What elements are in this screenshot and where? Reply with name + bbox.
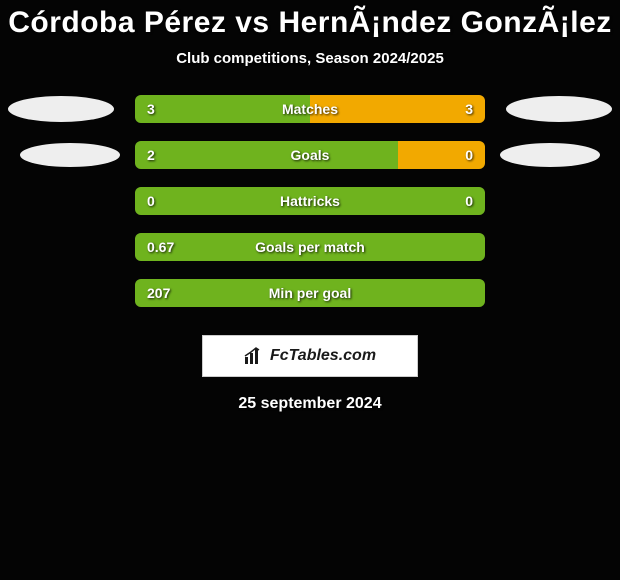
bar-left-value: 0 [147,193,155,209]
bar-track: 2 0 Goals [135,141,485,169]
bar-left-value: 0.67 [147,239,174,255]
bar-track: 0 0 Hattricks [135,187,485,215]
bar-left-value: 207 [147,285,170,301]
bar-right-value: 0 [465,147,473,163]
decor-ellipse [20,143,120,167]
decor-ellipse [8,96,114,122]
bar-right-value: 3 [465,101,473,117]
bar-label: Hattricks [280,193,340,209]
bar-left-value: 3 [147,101,155,117]
stat-row: 2 0 Goals [0,141,620,169]
stat-row: 0 0 Hattricks [0,187,620,215]
bar-label: Goals per match [255,239,365,255]
page-title: Córdoba Pérez vs HernÃ¡ndez GonzÃ¡lez [0,0,620,40]
bar-label: Goals [291,147,330,163]
stat-row: 3 3 Matches [0,95,620,123]
bar-label: Min per goal [269,285,351,301]
date-text: 25 september 2024 [0,395,620,413]
decor-ellipse [500,143,600,167]
bar-track: 3 3 Matches [135,95,485,123]
bar-left-value: 2 [147,147,155,163]
bar-label: Matches [282,101,338,117]
bars-container: 3 3 Matches 2 0 Goals 0 0 Hattricks 0.67 Goals per… [0,95,620,307]
bar-track: 0.67 Goals per match [135,233,485,261]
bar-track: 207 Min per goal [135,279,485,307]
bars-icon [244,347,264,365]
stat-row: 0.67 Goals per match [0,233,620,261]
watermark-text: FcTables.com [270,347,376,365]
decor-ellipse [506,96,612,122]
bar-left-fill [135,141,398,169]
bar-right-value: 0 [465,193,473,209]
watermark: FcTables.com [202,335,418,377]
stat-row: 207 Min per goal [0,279,620,307]
subtitle: Club competitions, Season 2024/2025 [0,50,620,67]
